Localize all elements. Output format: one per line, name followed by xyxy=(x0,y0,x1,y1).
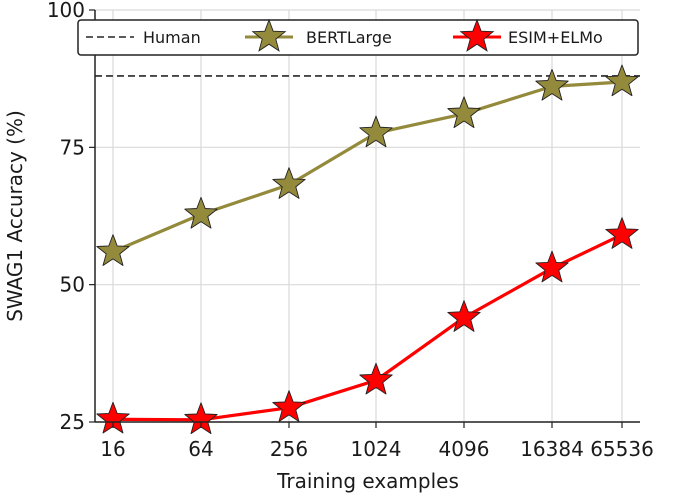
bertlarge-point xyxy=(605,64,639,97)
star-icon xyxy=(459,18,495,52)
series-layer xyxy=(96,64,639,435)
y-tick-label: 100 xyxy=(47,0,85,22)
star-icon xyxy=(251,18,287,52)
y-tick-label: 75 xyxy=(60,135,85,159)
bertlarge-point xyxy=(272,167,306,199)
esim-elmo-point xyxy=(447,300,481,332)
esim-elmo-point xyxy=(605,217,639,249)
bertlarge-series-line xyxy=(112,80,623,254)
grid xyxy=(95,9,640,423)
bertlarge-point xyxy=(96,234,130,266)
axes: 16 64 256 1024 4096 16384 65536 25 50 75 100 xyxy=(47,0,654,461)
x-tick-label: 16 xyxy=(100,437,125,461)
bertlarge-point xyxy=(447,96,481,129)
legend-esim-label: ESIM+ELMo xyxy=(508,28,603,47)
legend-bert-star-icon xyxy=(251,18,287,52)
legend-human-label: Human xyxy=(143,28,201,47)
y-tick-label: 50 xyxy=(60,273,85,297)
esim-elmo-point xyxy=(359,362,393,395)
y-tick-label: 25 xyxy=(60,410,85,434)
legend: Human BERTLarge ESIM+ELMo xyxy=(77,18,639,56)
legend-esim-star-icon xyxy=(459,18,495,52)
x-tick-label: 1024 xyxy=(351,437,402,461)
y-axis-title: SWAG1 Accuracy (%) xyxy=(3,110,27,322)
esim-elmo-point xyxy=(535,250,569,283)
bertlarge-point xyxy=(359,115,393,148)
legend-bert-label: BERTLarge xyxy=(306,28,392,47)
legend-box xyxy=(77,19,639,56)
esim-elmo-point xyxy=(96,401,130,434)
esim-elmo-point xyxy=(184,402,218,435)
x-tick-label: 65536 xyxy=(590,437,654,461)
x-axis-title: Training examples xyxy=(276,469,459,493)
x-tick-label: 4096 xyxy=(439,437,490,461)
bertlarge-point xyxy=(535,68,569,101)
x-tick-label: 16384 xyxy=(520,437,584,461)
esim-elmo-point xyxy=(272,390,306,422)
x-tick-label: 256 xyxy=(270,437,308,461)
bertlarge-point xyxy=(184,196,218,229)
x-tick-label: 64 xyxy=(188,437,213,461)
